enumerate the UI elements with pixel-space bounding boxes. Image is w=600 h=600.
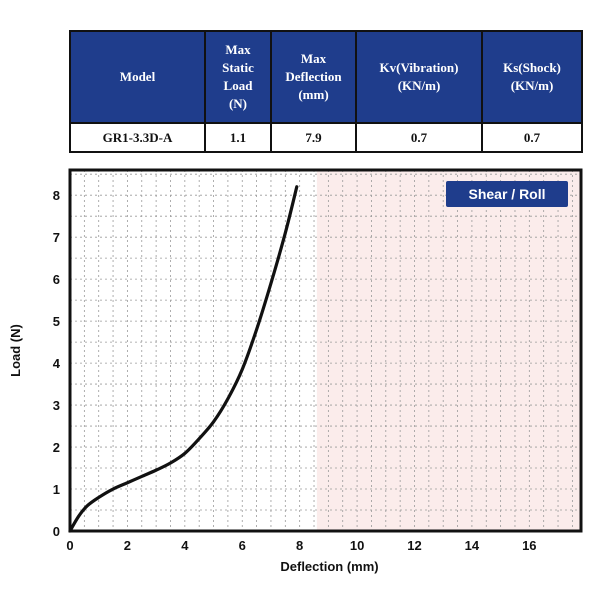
y-tick-label: 5 xyxy=(53,314,60,329)
x-axis-title: Deflection (mm) xyxy=(280,559,378,574)
header-line: Ks(Shock) xyxy=(503,60,561,75)
y-axis-title: Load (N) xyxy=(8,324,23,377)
header-model: Model xyxy=(69,30,206,124)
header-max-static-load: Max Static Load (N) xyxy=(204,30,272,124)
y-tick-label: 8 xyxy=(53,188,60,203)
y-tick-label: 4 xyxy=(53,356,61,371)
header-line: Load xyxy=(223,78,253,93)
x-axis-ticks: 0 2 4 6 8 10 12 14 16 xyxy=(66,538,536,553)
header-line: Model xyxy=(119,69,156,84)
x-tick-label: 12 xyxy=(407,538,421,553)
header-line: Static xyxy=(222,60,254,75)
y-tick-label: 7 xyxy=(53,230,60,245)
x-tick-label: 0 xyxy=(66,538,73,553)
y-axis-ticks: 0 1 2 3 4 5 6 7 8 xyxy=(53,188,61,539)
plot-background xyxy=(70,170,581,531)
y-tick-label: 2 xyxy=(53,440,60,455)
cell-max-deflection: 7.9 xyxy=(270,122,357,153)
shear-roll-badge xyxy=(446,181,568,207)
plot-frame xyxy=(68,168,583,533)
table-header-row: Model Max Static Load (N) Max Deflection (mm)… xyxy=(69,30,583,124)
table-row: GR1-3.3D-A 1.1 7.9 0.7 0.7 xyxy=(69,122,583,153)
x-tick-label: 6 xyxy=(239,538,246,553)
cell-max-static-load: 1.1 xyxy=(204,122,272,153)
shaded-region xyxy=(316,170,581,531)
header-line: (KN/m) xyxy=(510,78,554,93)
header-line: Max xyxy=(225,42,251,57)
header-line: (N) xyxy=(228,96,248,111)
y-tick-label: 0 xyxy=(53,524,60,539)
spec-table: Model Max Static Load (N) Max Deflection (mm)… xyxy=(69,30,583,153)
badge-label: Shear / Roll xyxy=(468,186,545,202)
x-tick-label: 10 xyxy=(350,538,364,553)
header-max-deflection: Max Deflection (mm) xyxy=(270,30,357,124)
x-tick-label: 14 xyxy=(465,538,480,553)
x-tick-label: 4 xyxy=(181,538,189,553)
header-line: Kv(Vibration) xyxy=(379,60,459,75)
load-deflection-line xyxy=(68,185,299,533)
cell-model: GR1-3.3D-A xyxy=(69,122,206,153)
header-line: Deflection xyxy=(285,69,342,84)
x-tick-label: 8 xyxy=(296,538,303,553)
y-tick-label: 3 xyxy=(53,398,60,413)
chart-grid xyxy=(69,170,581,532)
header-line: Max xyxy=(300,51,327,66)
y-tick-label: 6 xyxy=(53,272,60,287)
cell-ks-shock: 0.7 xyxy=(481,122,583,153)
cell-kv-vibration: 0.7 xyxy=(355,122,483,153)
x-tick-label: 16 xyxy=(522,538,536,553)
header-line: (KN/m) xyxy=(397,78,441,93)
header-ks-shock: Ks(Shock) (KN/m) xyxy=(481,30,583,124)
series-group xyxy=(68,185,299,533)
header-line: (mm) xyxy=(298,87,329,102)
x-tick-label: 2 xyxy=(124,538,131,553)
y-tick-label: 1 xyxy=(53,482,60,497)
header-kv-vibration: Kv(Vibration) (KN/m) xyxy=(355,30,483,124)
